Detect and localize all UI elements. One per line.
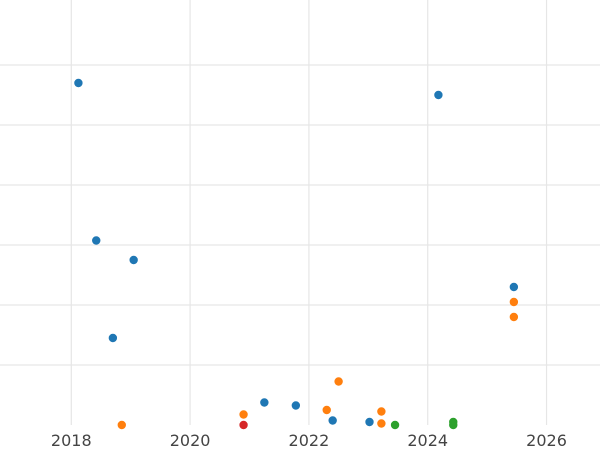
data-points bbox=[74, 78, 519, 430]
data-point-blue bbox=[74, 78, 83, 88]
grid bbox=[0, 0, 600, 425]
data-point-blue bbox=[108, 333, 118, 343]
x-tick-label: 2020 bbox=[170, 431, 211, 450]
data-point-blue bbox=[365, 417, 374, 427]
data-point-green bbox=[390, 420, 400, 430]
data-point-orange bbox=[239, 410, 248, 419]
data-point-orange bbox=[509, 297, 519, 307]
data-point-green bbox=[449, 420, 458, 430]
data-point-blue bbox=[291, 401, 301, 410]
data-point-red bbox=[239, 420, 248, 430]
x-tick-label: 2018 bbox=[51, 431, 92, 450]
data-point-blue bbox=[92, 236, 101, 245]
data-point-orange bbox=[117, 420, 126, 430]
data-point-blue bbox=[129, 255, 138, 265]
data-point-blue bbox=[434, 90, 443, 100]
x-tick-label: 2022 bbox=[289, 431, 330, 450]
x-tick-label: 2024 bbox=[407, 431, 448, 450]
data-point-orange bbox=[509, 312, 519, 322]
data-point-orange bbox=[334, 377, 343, 386]
data-point-blue bbox=[509, 282, 519, 292]
x-tick-label: 2026 bbox=[526, 431, 567, 450]
data-point-blue bbox=[328, 416, 337, 425]
data-point-orange bbox=[377, 407, 386, 416]
x-axis-tick-labels: 2018 2020 2022 2024 2026 bbox=[51, 431, 567, 450]
data-point-orange bbox=[322, 405, 331, 415]
data-point-blue bbox=[260, 398, 269, 407]
data-point-orange bbox=[377, 419, 386, 428]
